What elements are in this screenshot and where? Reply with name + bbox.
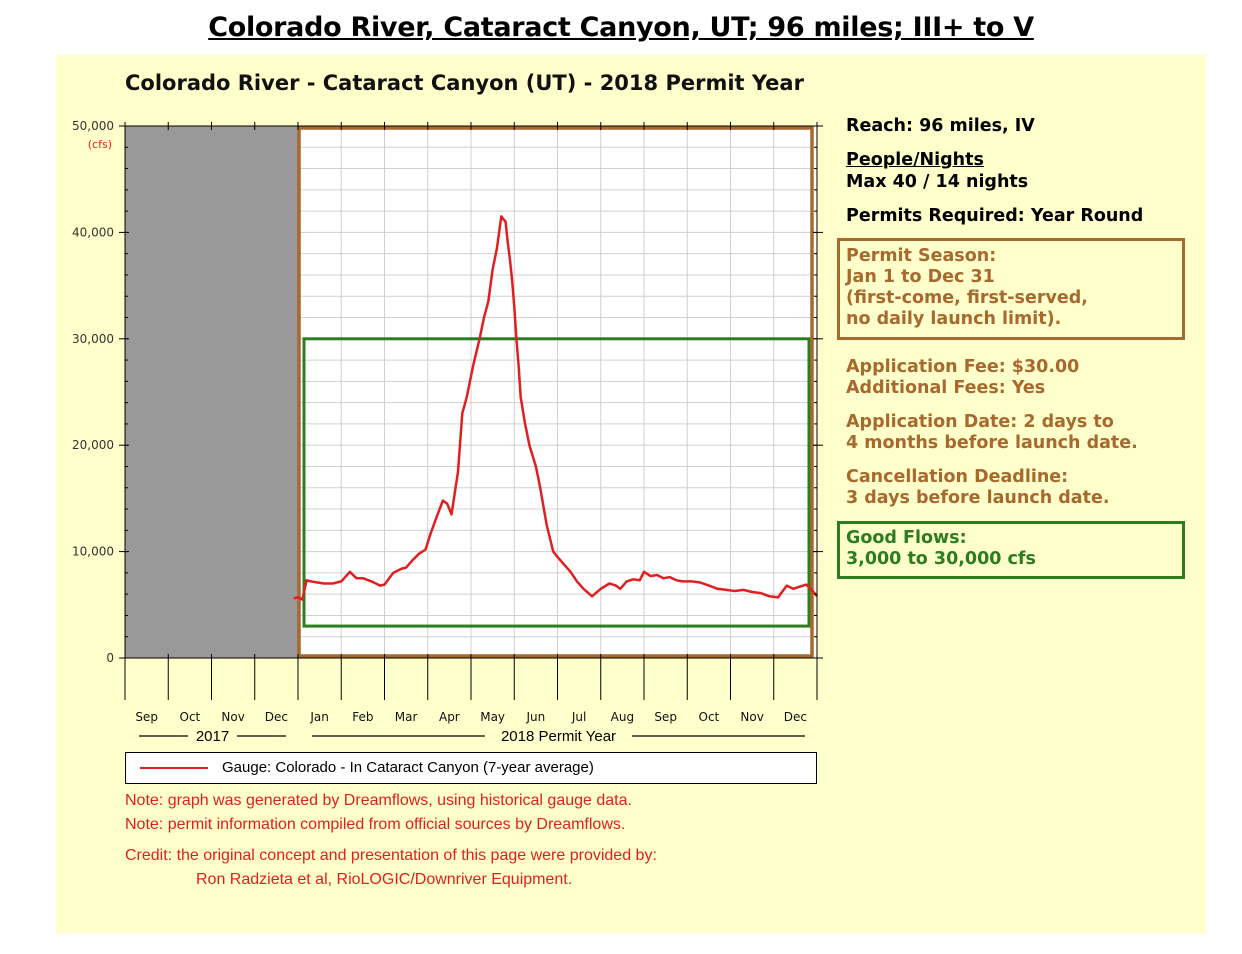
permits-required: Permits Required: Year Round (846, 206, 1144, 226)
x-group-label: 2018 Permit Year (501, 728, 616, 745)
application-date: Application Date: 2 days to 4 months bef… (846, 412, 1138, 454)
credit-names: Ron Radzieta et al, RioLOGIC/Downriver E… (196, 871, 573, 888)
axis-ticks (119, 122, 823, 700)
application-fee: Application Fee: $30.00 (846, 357, 1080, 377)
good-flows-line: 3,000 to 30,000 cfs (846, 549, 1036, 569)
legend-label: Gauge: Colorado - In Cataract Canyon (7-… (222, 759, 594, 776)
note-generated: Note: graph was generated by Dreamflows,… (125, 792, 632, 809)
x-tick-labels: Sep Oct Nov Dec Jan Feb Mar Apr May Jun Jul Aug Sep O… (135, 710, 807, 724)
note-compiled: Note: permit information compiled from o… (125, 816, 626, 833)
permit-season-band (297, 126, 814, 658)
cancellation-deadline: Cancellation Deadline: 3 days before lau… (846, 467, 1109, 509)
legend-swatch (140, 767, 208, 769)
application-date-line: Application Date: 2 days to (846, 412, 1114, 432)
page-heading: Colorado River, Cataract Canyon, UT; 96 … (208, 12, 1034, 43)
x-tick-label: Dec (265, 710, 288, 724)
x-group-label: 2017 (196, 728, 229, 745)
permit-season-line: no daily launch limit). (846, 309, 1062, 329)
x-tick-label: Oct (699, 710, 720, 724)
good-flows-line: Good Flows: (846, 528, 967, 548)
y-tick-labels: 0 10,000 20,000 30,000 40,000 50,000 (72, 119, 114, 665)
x-tick-label: May (480, 710, 505, 724)
x-tick-label: Sep (135, 710, 158, 724)
y-tick-label: 30,000 (72, 332, 114, 346)
permit-season-line: (first-come, first-served, (846, 288, 1088, 308)
x-tick-label: Nov (740, 710, 763, 724)
additional-fees: Additional Fees: Yes (846, 378, 1046, 398)
permit-season-text: Permit Season: Jan 1 to Dec 31 (first-co… (846, 246, 1088, 330)
y-tick-label: 10,000 (72, 545, 114, 559)
permit-season-box (837, 238, 1185, 340)
y-unit-label: (cfs) (88, 138, 112, 151)
x-tick-label: Apr (439, 710, 460, 724)
x-tick-label: Feb (352, 710, 373, 724)
x-tick-label: Mar (395, 710, 418, 724)
x-tick-label: Jan (309, 710, 329, 724)
x-tick-label: Jul (571, 710, 586, 724)
x-tick-label: Aug (611, 710, 634, 724)
permit-season-line: Jan 1 to Dec 31 (846, 267, 995, 287)
y-tick-label: 40,000 (72, 225, 114, 239)
x-tick-label: Nov (221, 710, 244, 724)
application-date-line: 4 months before launch date. (846, 433, 1138, 453)
x-tick-label: Sep (654, 710, 677, 724)
people-nights-value: Max 40 / 14 nights (846, 172, 1029, 192)
x-tick-label: Jun (526, 710, 546, 724)
y-tick-label: 0 (106, 651, 114, 665)
people-nights-label: People/Nights (846, 150, 984, 170)
x-group-labels: 2017 2018 Permit Year (139, 728, 805, 745)
cancellation-line: Cancellation Deadline: (846, 467, 1069, 487)
cancellation-line: 3 days before launch date. (846, 488, 1110, 508)
good-flows-band (302, 337, 811, 628)
credit-line: Credit: the original concept and present… (125, 847, 657, 864)
flow-line (293, 215, 818, 601)
legend: Gauge: Colorado - In Cataract Canyon (7-… (125, 752, 817, 784)
reach-info: Reach: 96 miles, IV (846, 116, 1035, 136)
pre-season-shading (125, 126, 298, 658)
y-tick-label: 20,000 (72, 438, 114, 452)
permit-season-line: Permit Season: (846, 246, 997, 266)
good-flows-text: Good Flows: 3,000 to 30,000 cfs (846, 528, 1036, 570)
x-tick-label: Oct (180, 710, 201, 724)
chart-title: Colorado River - Cataract Canyon (UT) - … (125, 71, 804, 95)
good-flows-box (837, 521, 1185, 579)
y-tick-label: 50,000 (72, 119, 114, 133)
x-tick-label: Dec (784, 710, 807, 724)
